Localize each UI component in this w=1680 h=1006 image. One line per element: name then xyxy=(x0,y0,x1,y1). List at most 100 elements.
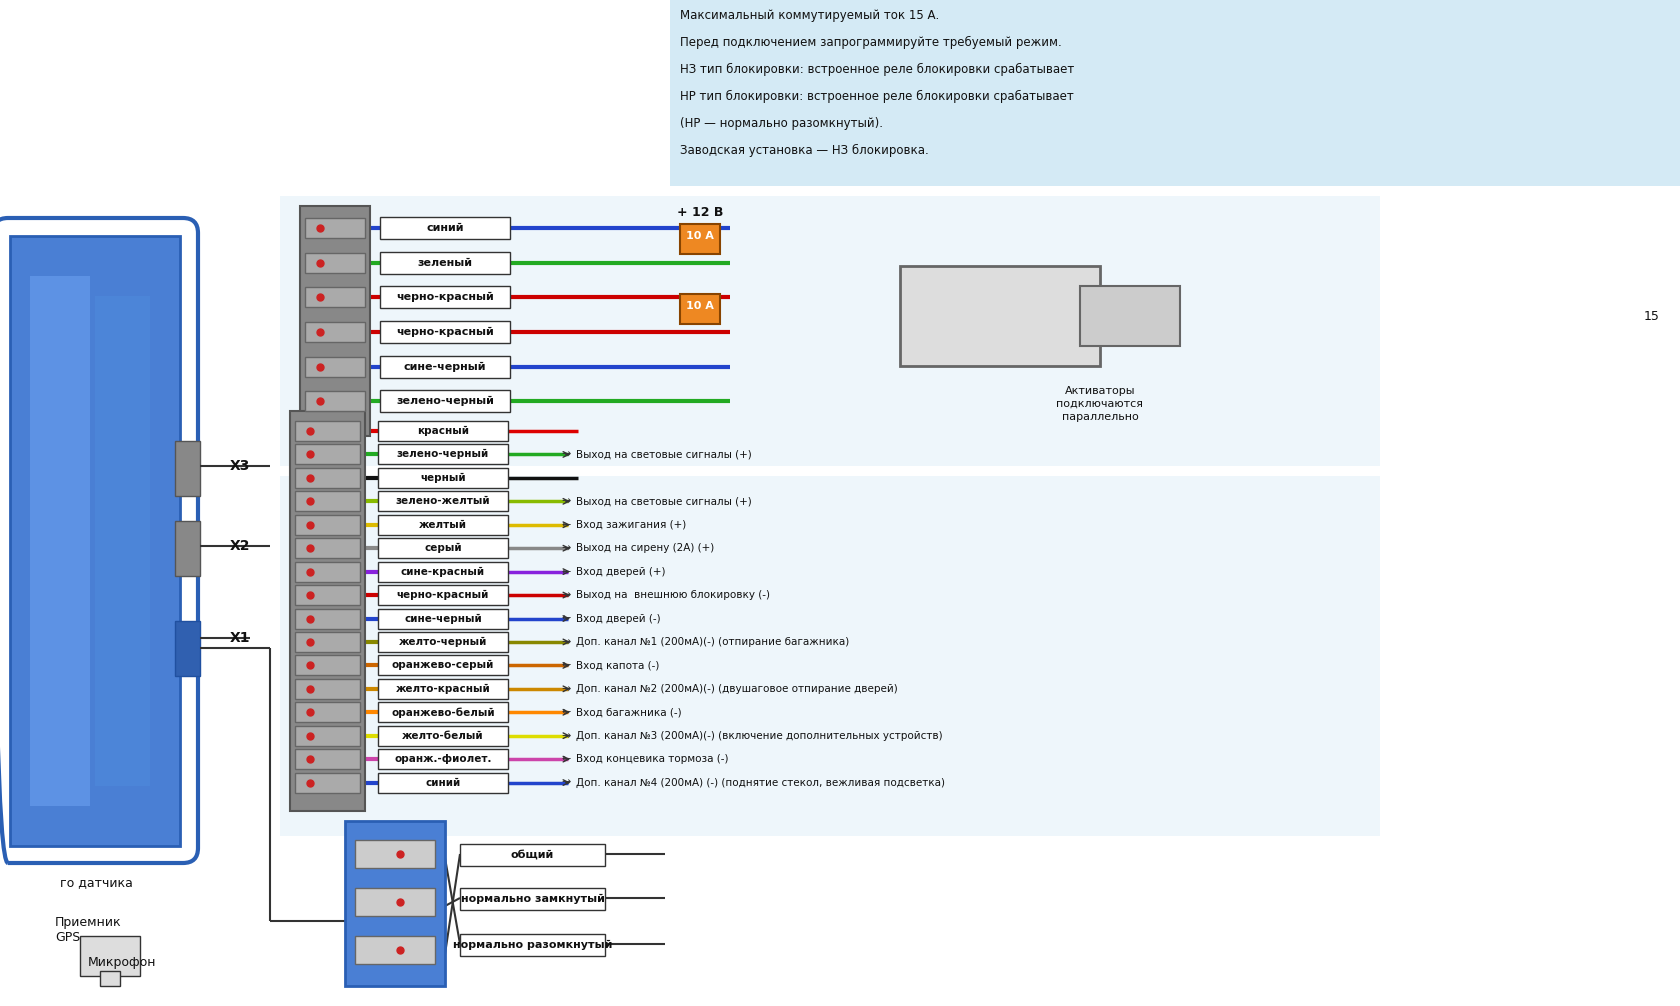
Text: нормально разомкнутый: нормально разомкнутый xyxy=(452,940,612,950)
Polygon shape xyxy=(30,276,91,806)
Text: Заводская установка — НЗ блокировка.: Заводская установка — НЗ блокировка. xyxy=(680,144,927,157)
Text: Приемник
GPS: Приемник GPS xyxy=(55,916,121,944)
Text: →: → xyxy=(561,591,570,600)
Text: подключаются: подключаются xyxy=(1055,399,1142,409)
FancyBboxPatch shape xyxy=(304,288,365,308)
Text: НЗ тип блокировки: встроенное реле блокировки срабатывает: НЗ тип блокировки: встроенное реле блоки… xyxy=(680,63,1074,76)
FancyBboxPatch shape xyxy=(378,585,507,605)
FancyBboxPatch shape xyxy=(354,888,435,916)
Polygon shape xyxy=(96,296,150,786)
FancyBboxPatch shape xyxy=(354,936,435,964)
Text: желто-красный: желто-красный xyxy=(395,684,491,694)
Text: X2: X2 xyxy=(230,539,250,553)
FancyBboxPatch shape xyxy=(378,538,507,558)
FancyBboxPatch shape xyxy=(378,421,507,441)
Text: ←: ← xyxy=(561,660,570,670)
FancyBboxPatch shape xyxy=(380,390,509,412)
FancyBboxPatch shape xyxy=(378,445,507,465)
Text: ←: ← xyxy=(561,520,570,530)
Text: Доп. канал №2 (200мА)(-) (двушаговое отпирание дверей): Доп. канал №2 (200мА)(-) (двушаговое отп… xyxy=(576,684,897,694)
Text: зеленый: зеленый xyxy=(417,258,472,268)
FancyBboxPatch shape xyxy=(294,632,360,652)
Text: зелено-желтый: зелено-желтый xyxy=(395,496,491,506)
Text: →: → xyxy=(561,730,570,740)
FancyBboxPatch shape xyxy=(294,725,360,745)
Text: Максимальный коммутируемый ток 15 А.: Максимальный коммутируемый ток 15 А. xyxy=(680,9,939,22)
FancyBboxPatch shape xyxy=(294,421,360,441)
Text: Выход на световые сигналы (+): Выход на световые сигналы (+) xyxy=(576,450,751,460)
Text: Выход на световые сигналы (+): Выход на световые сигналы (+) xyxy=(576,496,751,506)
FancyBboxPatch shape xyxy=(680,294,719,324)
Text: Вход концевика тормоза (-): Вход концевика тормоза (-) xyxy=(576,754,727,765)
FancyBboxPatch shape xyxy=(378,702,507,722)
FancyBboxPatch shape xyxy=(294,679,360,699)
Text: Вход капота (-): Вход капота (-) xyxy=(576,660,659,670)
FancyBboxPatch shape xyxy=(304,253,365,273)
FancyBboxPatch shape xyxy=(380,217,509,239)
FancyBboxPatch shape xyxy=(281,476,1379,836)
FancyBboxPatch shape xyxy=(344,821,445,986)
FancyBboxPatch shape xyxy=(294,468,360,488)
Text: 10 А: 10 А xyxy=(685,301,714,311)
Text: оранж.-фиолет.: оранж.-фиолет. xyxy=(395,754,492,765)
FancyBboxPatch shape xyxy=(378,655,507,675)
Text: 10 А: 10 А xyxy=(685,231,714,241)
FancyBboxPatch shape xyxy=(378,561,507,581)
FancyBboxPatch shape xyxy=(380,287,509,308)
Text: нормально замкнутый: нормально замкнутый xyxy=(460,894,605,904)
FancyBboxPatch shape xyxy=(670,0,1680,186)
FancyBboxPatch shape xyxy=(175,621,200,676)
Text: X1: X1 xyxy=(230,631,250,645)
Text: Активаторы: Активаторы xyxy=(1063,386,1134,396)
Text: Перед подключением запрограммируйте требуемый режим.: Перед подключением запрограммируйте треб… xyxy=(680,36,1062,49)
Text: сине-красный: сине-красный xyxy=(402,566,486,576)
Text: →: → xyxy=(561,543,570,553)
FancyBboxPatch shape xyxy=(460,888,605,910)
Text: желто-белый: желто-белый xyxy=(402,730,484,740)
Text: сине-черный: сине-черный xyxy=(403,614,482,624)
Text: общий: общий xyxy=(511,850,554,860)
Text: НР тип блокировки: встроенное реле блокировки срабатывает: НР тип блокировки: встроенное реле блоки… xyxy=(680,90,1074,103)
Text: ←: ← xyxy=(561,707,570,717)
Text: параллельно: параллельно xyxy=(1062,412,1137,422)
FancyBboxPatch shape xyxy=(175,521,200,576)
FancyBboxPatch shape xyxy=(294,749,360,770)
Text: (НР — нормально разомкнутый).: (НР — нормально разомкнутый). xyxy=(680,117,882,130)
FancyBboxPatch shape xyxy=(899,266,1099,366)
Text: →: → xyxy=(561,684,570,694)
FancyBboxPatch shape xyxy=(299,206,370,436)
FancyBboxPatch shape xyxy=(294,585,360,605)
Text: черный: черный xyxy=(420,473,465,483)
Text: черно-красный: черно-красный xyxy=(396,591,489,601)
Text: зелено-черный: зелено-черный xyxy=(396,450,489,460)
FancyBboxPatch shape xyxy=(294,491,360,511)
Text: зелено-черный: зелено-черный xyxy=(396,396,494,406)
FancyBboxPatch shape xyxy=(304,218,365,238)
FancyBboxPatch shape xyxy=(380,252,509,274)
Text: Доп. канал №1 (200мА)(-) (отпирание багажника): Доп. канал №1 (200мА)(-) (отпирание бага… xyxy=(576,637,848,647)
FancyBboxPatch shape xyxy=(460,844,605,866)
Text: Выход на сирену (2А) (+): Выход на сирену (2А) (+) xyxy=(576,543,714,553)
FancyBboxPatch shape xyxy=(378,491,507,511)
Text: + 12 В: + 12 В xyxy=(677,206,722,219)
FancyBboxPatch shape xyxy=(294,515,360,535)
FancyBboxPatch shape xyxy=(378,749,507,770)
FancyBboxPatch shape xyxy=(294,561,360,581)
FancyBboxPatch shape xyxy=(378,725,507,745)
FancyBboxPatch shape xyxy=(81,936,139,976)
Text: ←: ← xyxy=(561,754,570,765)
Text: Доп. канал №4 (200мА) (-) (поднятие стекол, вежливая подсветка): Доп. канал №4 (200мА) (-) (поднятие стек… xyxy=(576,778,944,788)
Text: →: → xyxy=(561,496,570,506)
FancyBboxPatch shape xyxy=(294,773,360,793)
Text: Доп. канал №3 (200мА)(-) (включение дополнительных устройств): Доп. канал №3 (200мА)(-) (включение допо… xyxy=(576,730,942,740)
FancyBboxPatch shape xyxy=(378,632,507,652)
Text: Вход дверей (-): Вход дверей (-) xyxy=(576,614,660,624)
FancyBboxPatch shape xyxy=(294,655,360,675)
FancyBboxPatch shape xyxy=(175,441,200,496)
Text: ←: ← xyxy=(561,614,570,624)
FancyBboxPatch shape xyxy=(378,773,507,793)
FancyBboxPatch shape xyxy=(680,224,719,254)
FancyBboxPatch shape xyxy=(294,609,360,629)
FancyBboxPatch shape xyxy=(378,609,507,629)
Text: 15: 15 xyxy=(1643,310,1660,323)
